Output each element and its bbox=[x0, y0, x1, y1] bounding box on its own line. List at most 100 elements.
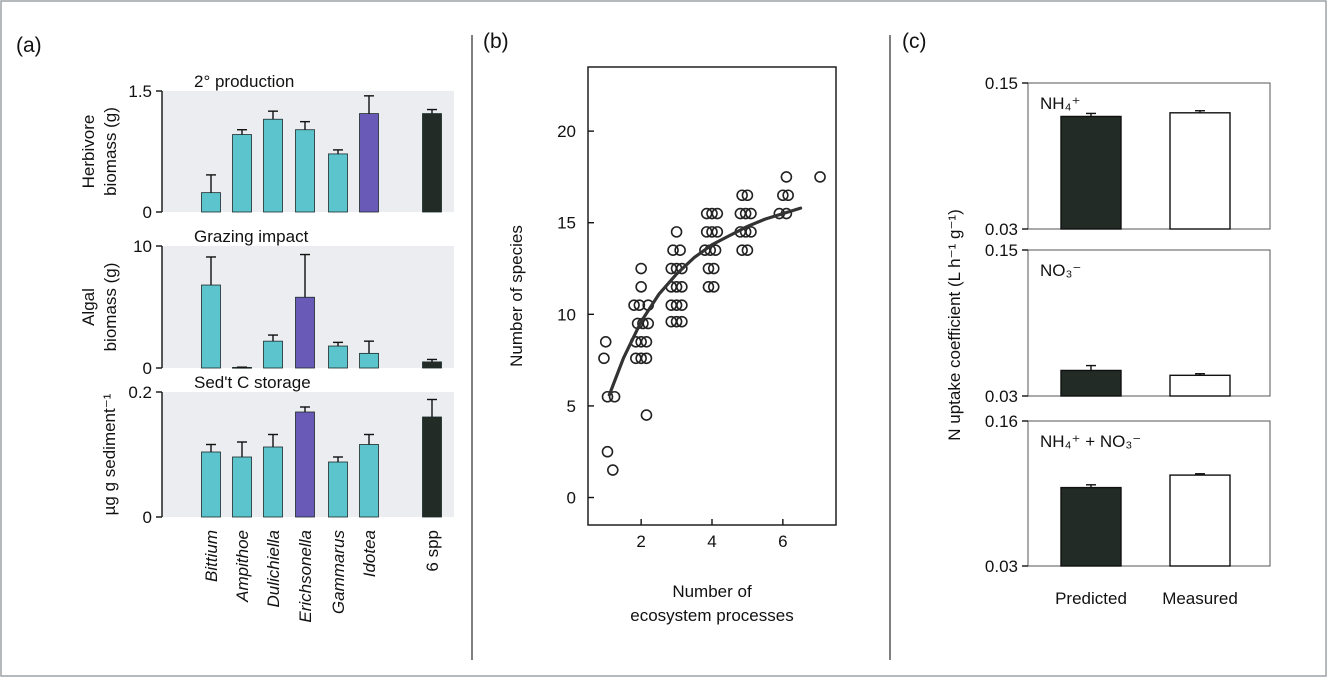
panel-b-data-point bbox=[711, 226, 724, 238]
panel-b-data-point bbox=[711, 207, 724, 220]
panel-a-subplot-title: Sed't C storage bbox=[194, 373, 311, 392]
panel-b-ytick-label: 15 bbox=[557, 214, 576, 233]
panel-a-bar bbox=[232, 134, 252, 213]
panel-b-data-point bbox=[702, 262, 715, 275]
panel-b-data-point bbox=[670, 299, 683, 311]
panel-b-data-point bbox=[777, 189, 789, 202]
panel-a-bar bbox=[201, 451, 221, 518]
panel-a-bar bbox=[263, 340, 283, 369]
panel-b-fit-curve bbox=[607, 206, 803, 397]
panel-c-ytick-label: 0.03 bbox=[985, 557, 1018, 576]
panel-b-data-point bbox=[814, 171, 826, 183]
panel-b-data-point bbox=[670, 281, 683, 293]
panel-a-bar bbox=[328, 345, 348, 369]
panel-a-bar bbox=[232, 456, 252, 518]
panel-b-xtick-label: 4 bbox=[707, 532, 716, 551]
panel-a-category-label: Idotea bbox=[360, 530, 379, 577]
panel-b-ytick-label: 0 bbox=[567, 489, 576, 508]
panel-b-data-point bbox=[780, 171, 793, 183]
panel-a-bar bbox=[295, 296, 315, 369]
panel-b-data-point bbox=[635, 281, 647, 293]
panel-b-data-point bbox=[736, 189, 748, 202]
panel-c-ytick-label: 0.15 bbox=[985, 241, 1018, 260]
panel-b-data-point bbox=[642, 317, 655, 330]
panel-a-bar bbox=[201, 284, 221, 369]
panel-b-data-point bbox=[601, 390, 614, 403]
panel-a-category-label: Erichsonella bbox=[296, 530, 315, 623]
panel-b-data-point bbox=[676, 315, 688, 328]
panel-b-ytick-label: 5 bbox=[567, 397, 576, 416]
panel-b-plot-frame bbox=[587, 66, 837, 526]
panel-a-bar bbox=[359, 352, 379, 369]
panel-b-data-point bbox=[745, 207, 757, 220]
panel-b-data-point bbox=[608, 390, 621, 403]
panel-a-ylabel: Algal bbox=[79, 288, 98, 326]
panel-b-xtick-label: 2 bbox=[636, 532, 645, 551]
panel-a-ytick-label: 1.5 bbox=[128, 82, 152, 101]
panel-c-bar bbox=[1169, 112, 1231, 230]
panel-c-bar-charts: 0.15 0.03 NH₄⁺ 0.15 0.03 NO₃⁻ 0.16 0.03 NH₄⁺ + N… bbox=[945, 74, 1271, 608]
panel-b-ylabel: Number of species bbox=[507, 225, 526, 367]
panel-b-data-point bbox=[670, 226, 683, 238]
panel-b-data-point bbox=[599, 335, 612, 348]
panel-b-data-point bbox=[640, 352, 653, 365]
panel-a-subplot-title: 2° production bbox=[194, 72, 294, 91]
panel-b-data-point bbox=[702, 281, 715, 293]
panel-b-data-point bbox=[598, 352, 610, 365]
panel-a-bar bbox=[295, 411, 315, 518]
panel-b-data-point bbox=[628, 299, 640, 311]
panel-a-category-label: Bittium bbox=[202, 530, 221, 582]
panel-b-data-point bbox=[706, 226, 718, 238]
panel-a-bar bbox=[328, 153, 348, 213]
panel-b-data-point bbox=[736, 244, 748, 256]
panel-b-data-point bbox=[633, 299, 646, 311]
panel-c-bar bbox=[1060, 486, 1122, 567]
panel-b-data-point bbox=[782, 189, 794, 202]
panel-a-ytick-label: 0 bbox=[143, 359, 152, 378]
panel-a-ytick-label: 10 bbox=[133, 237, 152, 256]
panel-a-category-label: Ampithoe bbox=[233, 530, 252, 603]
panel-b-ytick-label: 20 bbox=[557, 122, 576, 141]
panel-b-data-point bbox=[635, 262, 647, 275]
panel-c-bar bbox=[1169, 474, 1231, 567]
panel-a-bar bbox=[422, 416, 442, 518]
panel-c-subplot-title: NH₄⁺ bbox=[1040, 94, 1080, 113]
panel-a-bar bbox=[263, 118, 283, 213]
panel-a-ylabel: µg g sediment⁻¹ bbox=[100, 393, 119, 515]
panel-c-subplot-title: NH₄⁺ + NO₃⁻ bbox=[1040, 432, 1141, 451]
panel-a-bar bbox=[201, 192, 221, 213]
panel-b-data-point bbox=[741, 244, 754, 256]
panel-a-ylabel: biomass (g) bbox=[101, 107, 120, 196]
panel-b-data-point bbox=[640, 335, 653, 348]
panel-b-data-point bbox=[674, 244, 686, 256]
panel-c-ytick-label: 0.03 bbox=[985, 387, 1018, 406]
panel-b-xtick-label: 6 bbox=[778, 532, 787, 551]
panel-b-xlabel: Number of bbox=[672, 582, 752, 601]
panel-b-data-point bbox=[707, 262, 720, 275]
panel-b-scatter-plot: 2 4 6 0 5 10 15 20 Number of species Number of eco… bbox=[507, 66, 837, 625]
panel-a-bar bbox=[263, 446, 283, 518]
panel-c-ylabel: N uptake coefficient (L h⁻¹ g⁻¹) bbox=[945, 209, 964, 441]
panel-c-bar bbox=[1169, 374, 1231, 397]
panel-c-ytick-label: 0.15 bbox=[985, 74, 1018, 93]
panel-a-category-label: 6 spp bbox=[423, 530, 442, 572]
panel-b-data-point bbox=[741, 189, 754, 202]
panel-c-category-label: Predicted bbox=[1055, 589, 1127, 608]
panel-b-data-point bbox=[606, 464, 619, 476]
panel-b-data-point bbox=[667, 244, 679, 256]
panel-b-data-point bbox=[676, 299, 688, 311]
panel-a-bar bbox=[422, 113, 442, 213]
panel-b-data-point bbox=[640, 409, 653, 421]
panel-b-data-point bbox=[707, 281, 720, 293]
panel-a-category-label: Gammarus bbox=[329, 530, 348, 615]
panel-a-ytick-label: 0.2 bbox=[128, 383, 152, 402]
panel-a-ytick-label: 0 bbox=[143, 508, 152, 527]
panel-b-data-point bbox=[745, 226, 757, 238]
panel-label-a: (a) bbox=[16, 34, 42, 57]
panel-c-bar bbox=[1060, 115, 1122, 230]
panel-b-data-point bbox=[706, 207, 718, 220]
panel-a-bar bbox=[328, 461, 348, 518]
panel-b-data-point bbox=[676, 262, 688, 275]
